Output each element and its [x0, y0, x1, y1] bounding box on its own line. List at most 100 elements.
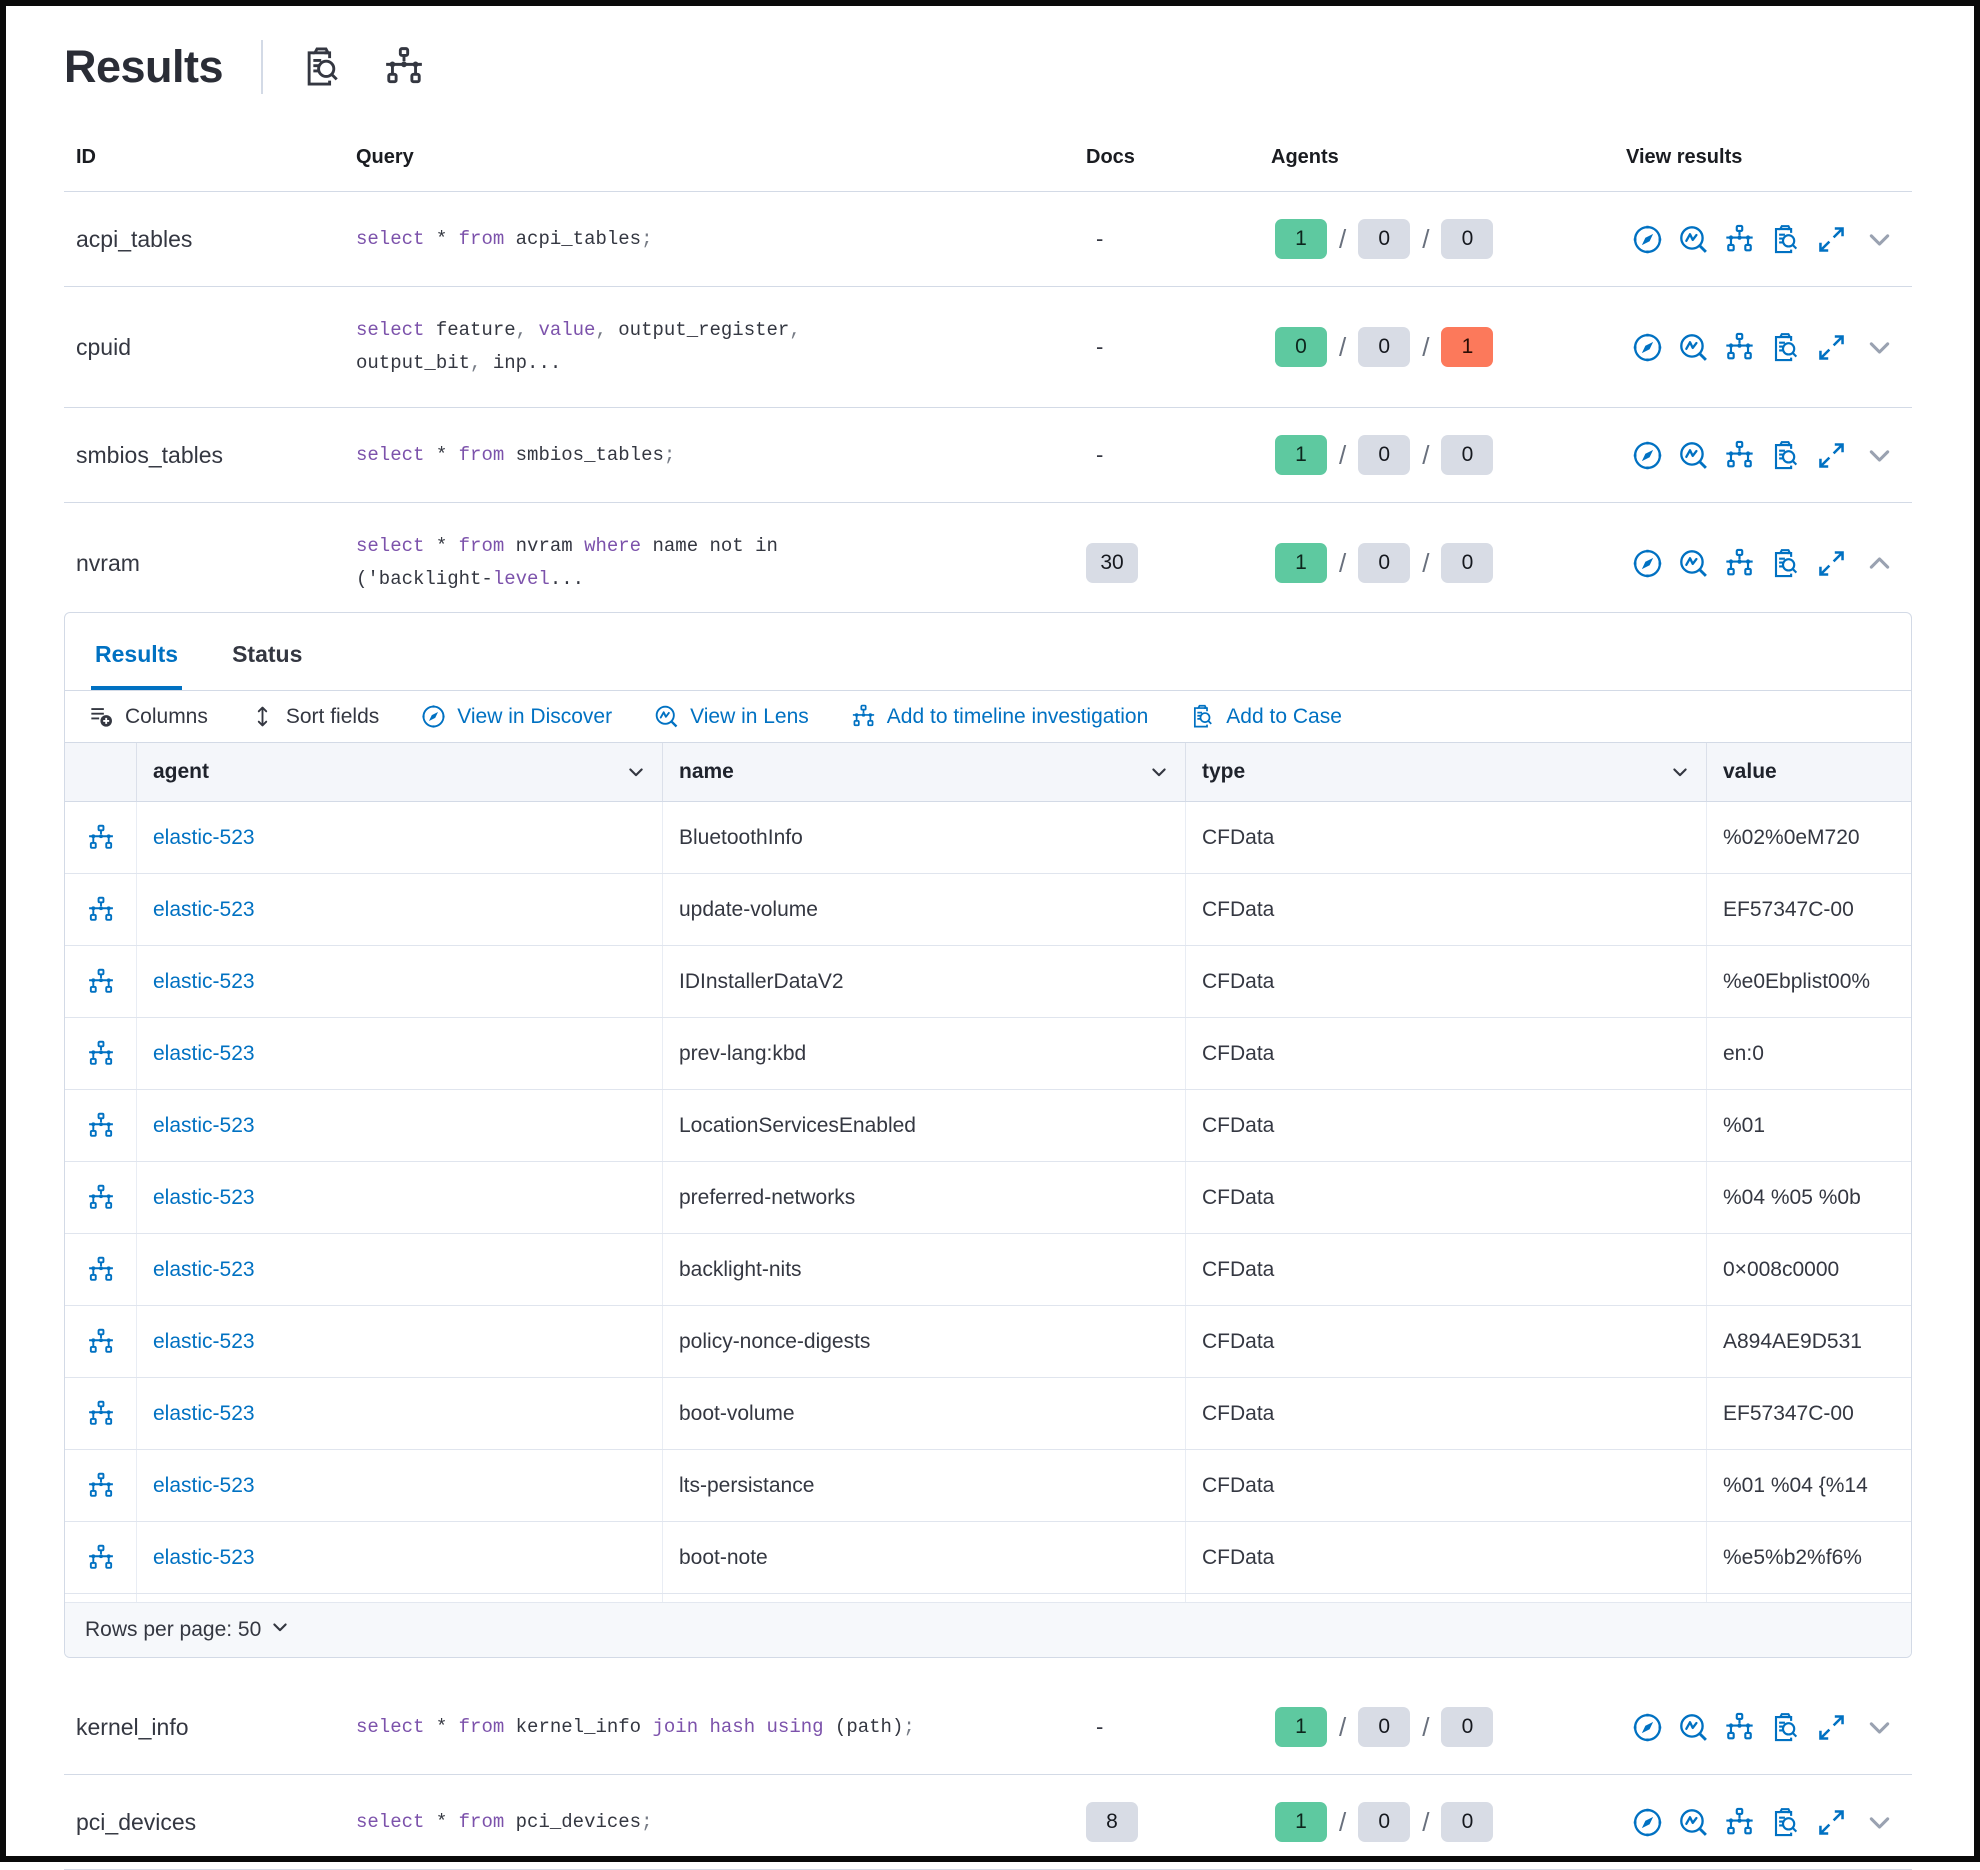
expand-icon[interactable] [1816, 332, 1847, 363]
lens-icon[interactable] [1678, 440, 1709, 471]
agent-count-badge-default: 0 [1441, 1802, 1494, 1842]
cases-icon[interactable] [1770, 548, 1801, 579]
tab-status[interactable]: Status [232, 641, 303, 667]
result-row-prev-lang-kbd: elastic-523 prev-lang:kbd CFData en:0 [65, 1018, 1911, 1090]
timeline-icon[interactable] [87, 1328, 115, 1356]
expand-icon[interactable] [1816, 1712, 1847, 1743]
lens-icon[interactable] [1678, 1807, 1709, 1838]
timeline-icon[interactable] [87, 968, 115, 996]
expanded-results-panel: Results Status Columns Sort fields View in … [64, 612, 1912, 1658]
live-query-icon[interactable] [301, 46, 343, 88]
type-cell: CFData [1186, 1018, 1707, 1089]
agent-link[interactable]: elastic-523 [153, 1041, 255, 1065]
lens-icon[interactable] [1678, 332, 1709, 363]
lens-icon[interactable] [1678, 224, 1709, 255]
value-cell: %01 %04 {%14 [1723, 1473, 1868, 1497]
agent-count-badge-default: 0 [1358, 1707, 1411, 1747]
row-actions-cell [65, 1162, 137, 1233]
agent-link[interactable]: elastic-523 [153, 1185, 255, 1209]
timeline-icon[interactable] [87, 1472, 115, 1500]
cases-icon[interactable] [1770, 224, 1801, 255]
discover-icon[interactable] [1632, 1712, 1663, 1743]
lens-icon[interactable] [1678, 1712, 1709, 1743]
agent-count-badge-success: 0 [1275, 327, 1327, 367]
timeline-icon[interactable] [1724, 224, 1755, 255]
toolbar-sort-fields[interactable]: Sort fields [250, 704, 379, 729]
agent-count-badge-success: 1 [1275, 1802, 1327, 1842]
agent-link[interactable]: elastic-523 [153, 1113, 255, 1137]
toolbar-add-to-timeline-investigation[interactable]: Add to timeline investigation [851, 704, 1148, 729]
agent-link[interactable]: elastic-523 [153, 1257, 255, 1281]
timeline-icon[interactable] [87, 1544, 115, 1572]
grid-column-header-value[interactable]: value [1707, 743, 1911, 801]
timeline-icon[interactable] [87, 1400, 115, 1428]
expand-icon[interactable] [1816, 548, 1847, 579]
timeline-icon[interactable] [87, 1184, 115, 1212]
grid-column-header-name[interactable]: name [663, 743, 1186, 801]
agent-link[interactable]: elastic-523 [153, 1473, 255, 1497]
expand-icon[interactable] [1816, 224, 1847, 255]
agent-link[interactable]: elastic-523 [153, 825, 255, 849]
chevron-down-icon[interactable] [1865, 333, 1894, 362]
timeline-icon[interactable] [383, 46, 425, 88]
timeline-icon[interactable] [87, 824, 115, 852]
value-cell: EF57347C-00 [1723, 1401, 1854, 1425]
lens-icon[interactable] [1678, 548, 1709, 579]
discover-icon[interactable] [1632, 224, 1663, 255]
column-header-id: ID [76, 146, 96, 168]
result-row-idinstallerdatav2: elastic-523 IDInstallerDataV2 CFData %e0Ebp… [65, 946, 1911, 1018]
agent-cell: elastic-523 [137, 1378, 663, 1449]
timeline-icon[interactable] [1724, 332, 1755, 363]
timeline-icon[interactable] [87, 1040, 115, 1068]
timeline-icon[interactable] [1724, 548, 1755, 579]
agent-link[interactable]: elastic-523 [153, 969, 255, 993]
rows-per-page-label[interactable]: Rows per page: 50 [85, 1618, 262, 1641]
type-cell: CFData [1186, 1522, 1707, 1593]
expand-icon[interactable] [1816, 440, 1847, 471]
tab-results[interactable]: Results [91, 613, 183, 690]
chevron-down-icon[interactable] [1670, 762, 1690, 782]
timeline-icon[interactable] [87, 1112, 115, 1140]
chevron-down-icon[interactable] [1865, 1808, 1894, 1837]
agent-count-badge-success: 1 [1275, 1707, 1327, 1747]
agent-link[interactable]: elastic-523 [153, 897, 255, 921]
chevron-down-icon[interactable] [1865, 441, 1894, 470]
discover-icon[interactable] [1632, 1807, 1663, 1838]
chevron-down-icon[interactable] [626, 762, 646, 782]
cases-icon[interactable] [1770, 440, 1801, 471]
results-toolbar: Columns Sort fields View in Discover View i… [65, 691, 1911, 742]
chevron-down-icon[interactable] [270, 1617, 290, 1637]
query-sql: select * from smbios_tables; [356, 443, 676, 466]
query-id: pci_devices [76, 1808, 197, 1835]
cases-icon[interactable] [1770, 332, 1801, 363]
grid-column-header-agent[interactable]: agent [137, 743, 663, 801]
cases-icon[interactable] [1770, 1712, 1801, 1743]
grid-spacer-cell [137, 1594, 663, 1602]
timeline-icon[interactable] [87, 896, 115, 924]
cases-icon[interactable] [1770, 1807, 1801, 1838]
row-actions-cell [65, 1450, 137, 1521]
agent-link[interactable]: elastic-523 [153, 1545, 255, 1569]
agent-link[interactable]: elastic-523 [153, 1401, 255, 1425]
query-row-smbios-tables: smbios_tables select * from smbios_tables… [64, 408, 1912, 503]
agent-link[interactable]: elastic-523 [153, 1329, 255, 1353]
chevron-down-icon[interactable] [1865, 225, 1894, 254]
timeline-icon[interactable] [1724, 1807, 1755, 1838]
timeline-icon[interactable] [87, 1256, 115, 1284]
query-sql: select * from kernel_info join hash usin… [356, 1715, 915, 1738]
timeline-icon[interactable] [1724, 440, 1755, 471]
grid-column-header-type[interactable]: type [1186, 743, 1707, 801]
discover-icon[interactable] [1632, 332, 1663, 363]
toolbar-columns[interactable]: Columns [89, 704, 208, 729]
toolbar-add-to-case[interactable]: Add to Case [1190, 704, 1342, 729]
discover-icon[interactable] [1632, 440, 1663, 471]
chevron-up-icon[interactable] [1865, 549, 1894, 578]
toolbar-view-in-lens[interactable]: View in Lens [654, 704, 809, 729]
discover-icon[interactable] [1632, 548, 1663, 579]
toolbar-view-in-discover[interactable]: View in Discover [421, 704, 612, 729]
chevron-down-icon[interactable] [1865, 1713, 1894, 1742]
chevron-down-icon[interactable] [1149, 762, 1169, 782]
expand-icon[interactable] [1816, 1807, 1847, 1838]
grid-spacer-cell [663, 1594, 1186, 1602]
timeline-icon[interactable] [1724, 1712, 1755, 1743]
